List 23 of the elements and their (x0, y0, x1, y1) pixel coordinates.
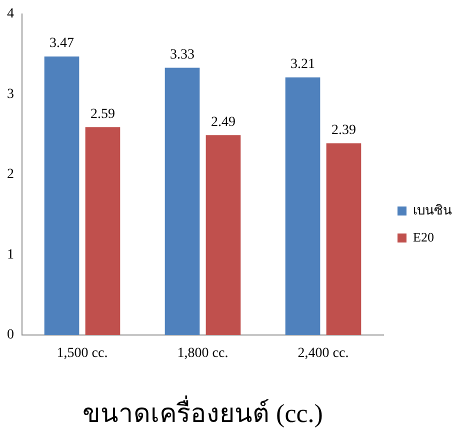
data-label: 3.47 (50, 36, 74, 52)
y-tick-label: 3 (7, 86, 14, 102)
legend-label: เบนซิน (413, 202, 452, 218)
x-tick-label: 1,500 cc. (56, 346, 108, 362)
legend-label: E20 (413, 229, 434, 244)
x-tick-label: 2,400 cc. (298, 346, 349, 362)
data-label: 2.59 (90, 106, 115, 122)
bar (85, 127, 120, 335)
y-tick-label: 4 (7, 6, 14, 22)
bar (206, 135, 241, 335)
y-tick-label: 0 (7, 328, 14, 343)
bar (44, 56, 80, 335)
data-label: 2.39 (331, 122, 356, 138)
data-label: 2.49 (210, 114, 236, 130)
data-label: 3.21 (290, 57, 316, 72)
data-label: 3.33 (170, 47, 195, 62)
x-axis-title: ขนาดเครื่องยนต์ (cc.) (82, 395, 323, 428)
x-tick-label: 1,800 cc. (177, 346, 228, 362)
y-tick-label: 2 (7, 167, 14, 182)
y-tick-label: 1 (7, 247, 14, 262)
bar (164, 68, 200, 335)
bar (326, 143, 362, 335)
bar (285, 77, 320, 335)
